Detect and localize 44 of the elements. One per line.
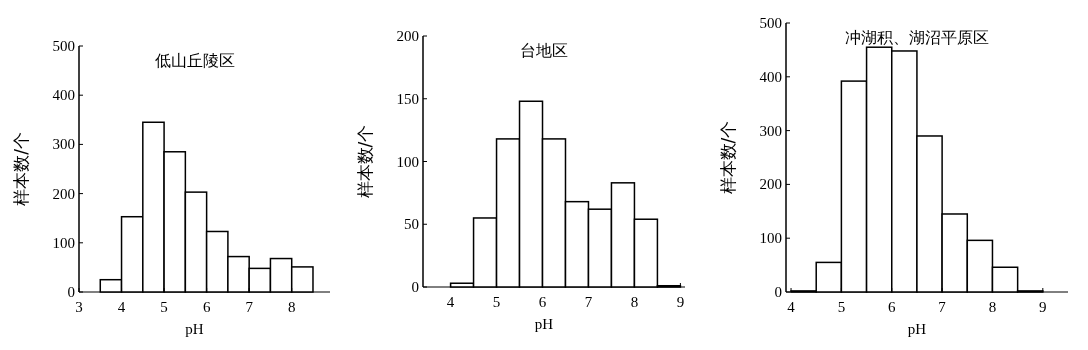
y-tick-label: 0	[67, 284, 75, 300]
y-axis-title: 样本数/个	[718, 120, 738, 195]
y-tick-label: 300	[52, 136, 75, 153]
x-tick-label: 5	[492, 294, 501, 310]
y-tick-label: 200	[759, 176, 782, 193]
y-tick-label: 100	[759, 230, 782, 247]
x-tick-label: 9	[676, 294, 685, 310]
x-axis-title: pH	[534, 316, 554, 332]
y-tick-label: 150	[396, 90, 419, 107]
y-tick-label: 400	[52, 87, 75, 104]
chart-title: 冲湖积、湖沼平原区	[845, 28, 989, 47]
x-tick-label: 5	[837, 299, 846, 315]
y-axis-title: 样本数/个	[355, 124, 375, 199]
x-tick-label: 4	[446, 294, 455, 310]
x-tick-label: 8	[988, 299, 997, 315]
x-tick-label: 5	[160, 299, 168, 315]
y-tick-label: 300	[759, 122, 782, 139]
y-tick-label: 200	[396, 28, 419, 44]
x-tick-label: 6	[538, 294, 547, 310]
y-tick-label: 400	[759, 68, 782, 85]
y-tick-label: 0	[774, 284, 782, 300]
x-tick-label: 4	[117, 299, 126, 315]
y-tick-label: 50	[404, 216, 419, 233]
y-axis-title: 样本数/个	[11, 132, 31, 206]
x-tick-label: 8	[630, 294, 639, 310]
y-tick-label: 100	[396, 153, 419, 170]
y-tick-label: 500	[52, 38, 75, 54]
x-tick-label: 7	[245, 299, 254, 315]
x-tick-label: 4	[787, 299, 796, 315]
chart-title: 低山丘陵区	[154, 51, 235, 70]
x-axis-title: pH	[185, 321, 204, 337]
x-tick-label: 6	[888, 299, 896, 315]
y-tick-label: 0	[411, 279, 419, 295]
y-tick-label: 200	[52, 185, 75, 202]
x-tick-label: 7	[584, 294, 593, 310]
chart-title: 台地区	[520, 41, 568, 60]
x-axis-title: pH	[907, 321, 927, 337]
y-tick-label: 500	[759, 15, 782, 31]
x-tick-label: 9	[1039, 299, 1047, 315]
x-tick-label: 6	[202, 299, 211, 315]
y-tick-label: 100	[52, 234, 75, 251]
x-tick-label: 7	[938, 299, 947, 315]
x-tick-label: 3	[75, 299, 83, 315]
x-tick-label: 8	[287, 299, 296, 315]
